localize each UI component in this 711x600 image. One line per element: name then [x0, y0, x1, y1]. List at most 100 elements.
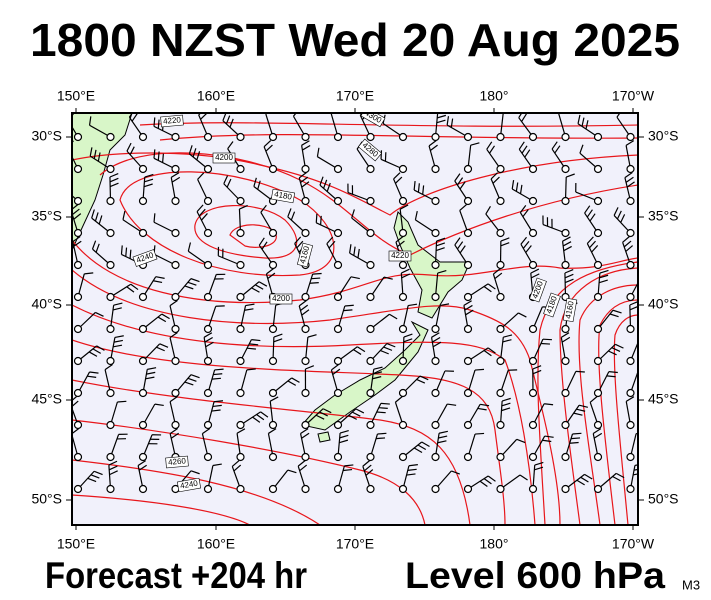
barb-feather — [315, 213, 318, 223]
station — [398, 484, 408, 494]
barb-feather — [436, 242, 446, 247]
barb-feather — [395, 236, 404, 243]
land-stewart-island — [317, 431, 331, 443]
barb-feather — [376, 411, 386, 414]
station — [561, 260, 570, 270]
station — [366, 260, 375, 270]
barb-feather — [518, 141, 525, 150]
barb-feather — [184, 381, 194, 386]
station — [73, 452, 83, 462]
barb-feather — [316, 147, 320, 157]
barb-feather — [169, 396, 178, 403]
station — [366, 452, 375, 462]
station — [528, 484, 538, 494]
barb-feather — [312, 272, 322, 275]
barb-feather — [112, 307, 122, 311]
barb-feather — [129, 146, 135, 155]
station — [333, 484, 343, 494]
barb-feather — [408, 303, 418, 307]
barb-feather — [611, 347, 621, 353]
station — [496, 452, 505, 462]
contour-label: 4240 — [176, 477, 202, 493]
barb-feather — [291, 377, 300, 383]
barb-feather — [608, 350, 617, 356]
station — [236, 164, 245, 174]
station — [301, 420, 310, 430]
contour-label-box — [176, 477, 202, 493]
station — [203, 324, 213, 334]
station — [138, 388, 148, 398]
contour-label: 4180 — [270, 188, 296, 204]
barb-feather — [383, 346, 393, 351]
barb-feather — [355, 408, 365, 414]
station — [561, 132, 570, 142]
barb-feather — [251, 287, 260, 293]
contour-label-box — [543, 292, 561, 318]
station — [366, 324, 375, 334]
contour-label-box — [212, 152, 236, 164]
barb-feather — [87, 477, 97, 483]
barb-feather — [319, 176, 324, 186]
barb-feather — [104, 364, 113, 371]
station — [593, 420, 603, 430]
barb-feather — [113, 344, 123, 348]
barb-feather — [290, 211, 296, 221]
barb-feather — [301, 432, 310, 439]
station — [626, 292, 635, 302]
contour-label-box — [562, 297, 578, 323]
station — [268, 388, 278, 398]
barb-feather — [639, 280, 648, 281]
barb-feather — [322, 408, 332, 414]
barb-feather — [138, 464, 147, 471]
barb-feather — [608, 371, 618, 374]
contour-label-text: 4160 — [564, 300, 576, 320]
contour-label-box — [270, 188, 296, 204]
station — [171, 132, 180, 142]
station — [73, 196, 83, 206]
station — [106, 356, 115, 366]
station — [593, 484, 603, 494]
barb-feather — [108, 465, 118, 471]
barb-feather — [231, 460, 240, 467]
barb-feather — [633, 468, 638, 471]
station — [106, 260, 115, 270]
barb-feather — [569, 441, 579, 444]
barb-feather — [268, 428, 277, 434]
barb-feather — [522, 209, 529, 218]
barb-feather — [593, 432, 603, 439]
station — [431, 388, 440, 398]
barb-feather — [170, 432, 180, 439]
station — [301, 132, 310, 142]
barb-feather — [153, 117, 156, 127]
barb-feather — [184, 285, 194, 290]
barb-feather — [244, 308, 254, 311]
barb-feather — [440, 303, 450, 307]
barb-feather — [246, 347, 257, 350]
barb-feather — [566, 173, 575, 178]
contour-label-box — [132, 249, 158, 267]
station — [268, 324, 278, 334]
station — [333, 196, 343, 206]
contour-label: 4240 — [132, 249, 158, 267]
station — [496, 292, 505, 302]
barb-feather — [154, 403, 164, 407]
station — [463, 356, 473, 366]
barb-feather — [66, 109, 72, 116]
station — [593, 356, 603, 366]
barb-feather — [223, 175, 229, 185]
barb-feather — [544, 435, 554, 438]
barb-feather — [470, 142, 480, 146]
contour-label-box — [160, 114, 184, 128]
contour-label-box — [388, 250, 412, 262]
barb-feather — [169, 300, 178, 307]
station — [73, 484, 83, 494]
station — [431, 356, 440, 366]
station — [73, 132, 83, 142]
barb-feather — [305, 365, 315, 370]
barb-feather — [93, 149, 97, 159]
barb-feather — [197, 172, 205, 180]
station — [561, 164, 570, 174]
barb-feather — [551, 141, 558, 150]
barb-feather — [589, 213, 596, 222]
barb-feather — [343, 309, 353, 312]
